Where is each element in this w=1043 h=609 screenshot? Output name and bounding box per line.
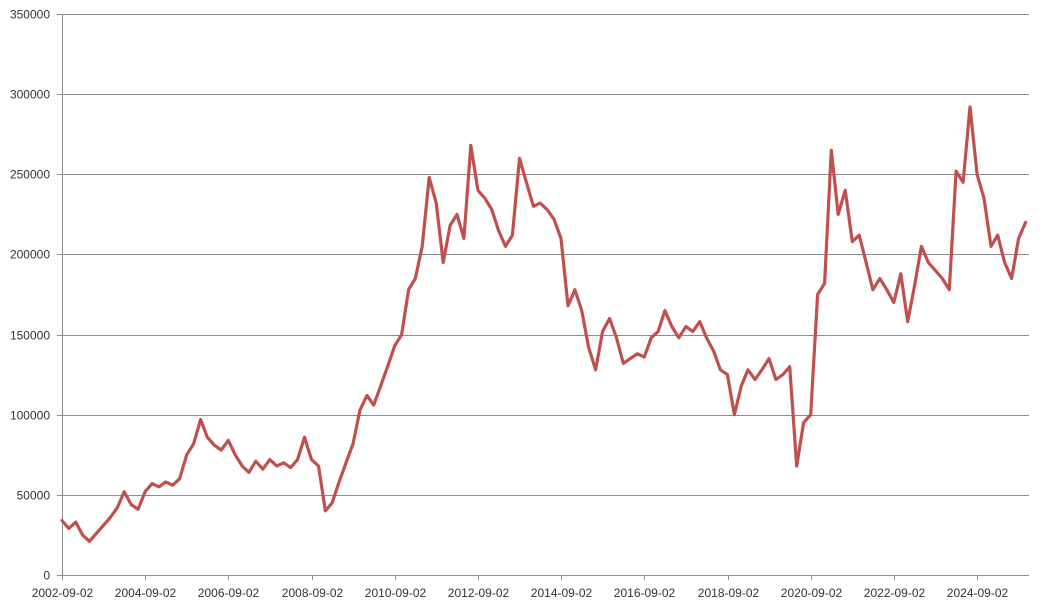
x-tick-label: 2024-09-02 bbox=[947, 586, 1009, 600]
y-tick-label: 250000 bbox=[10, 168, 50, 182]
x-tick-label: 2004-09-02 bbox=[115, 586, 177, 600]
y-tick-label: 0 bbox=[43, 569, 50, 583]
series-line bbox=[60, 105, 1028, 543]
y-tick-label: 150000 bbox=[10, 329, 50, 343]
y-tick-label: 350000 bbox=[10, 8, 50, 22]
x-tick-label: 2020-09-02 bbox=[781, 586, 843, 600]
x-tick-label: 2018-09-02 bbox=[698, 586, 760, 600]
label-layer: 0 50000 100000 150000 200000 250000 300000 3500… bbox=[10, 8, 1009, 601]
axis-layer bbox=[57, 14, 1029, 580]
x-tick-label: 2008-09-02 bbox=[282, 586, 344, 600]
y-tick-label: 200000 bbox=[10, 248, 50, 262]
y-tick-label: 100000 bbox=[10, 409, 50, 423]
x-tick-label: 2014-09-02 bbox=[531, 586, 593, 600]
x-tick-label: 2002-09-02 bbox=[32, 586, 94, 600]
x-tick-label: 2022-09-02 bbox=[864, 586, 926, 600]
x-tick-label: 2016-09-02 bbox=[614, 586, 676, 600]
grid-layer bbox=[62, 14, 1029, 496]
y-tick-label: 300000 bbox=[10, 88, 50, 102]
x-tick-label: 2012-09-02 bbox=[448, 586, 510, 600]
y-tick-label: 50000 bbox=[17, 489, 51, 503]
series-layer bbox=[60, 105, 1028, 543]
x-tick-label: 2010-09-02 bbox=[365, 586, 427, 600]
x-tick-label: 2006-09-02 bbox=[198, 586, 260, 600]
